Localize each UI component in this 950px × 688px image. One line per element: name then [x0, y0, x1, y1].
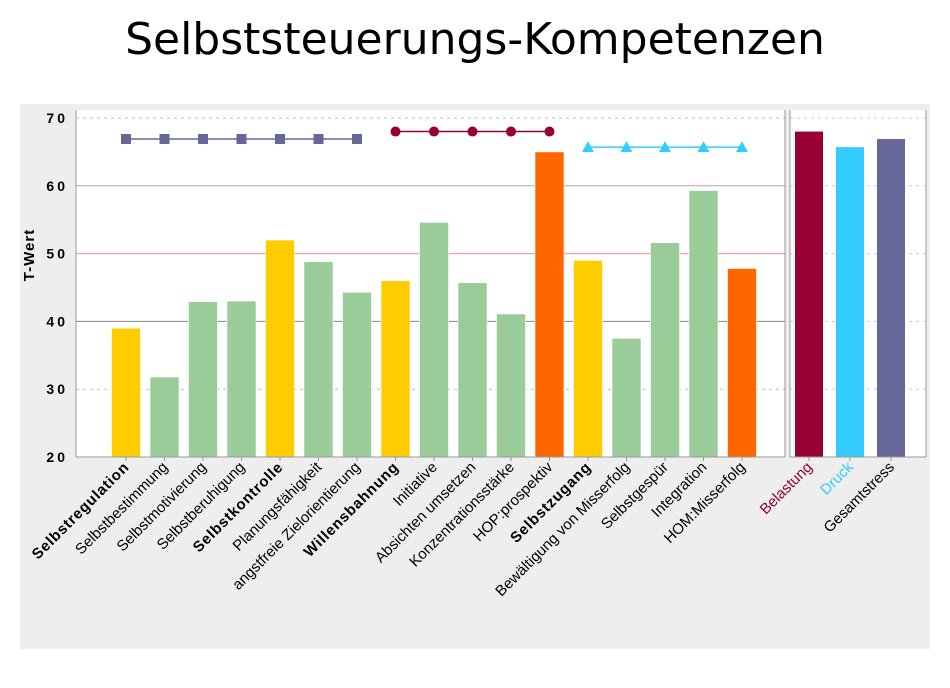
- square-marker: [198, 134, 208, 145]
- y-tick-label: 60: [46, 178, 68, 194]
- circle-marker: [467, 126, 478, 137]
- triangle-marker: [697, 141, 710, 153]
- bar-initiative: [419, 222, 449, 458]
- reference-series-triangle: [582, 141, 748, 153]
- bar-selbstregulation: [111, 327, 141, 458]
- bar-gesamtstress: [877, 139, 905, 457]
- bar-konzentrationsst-rke: [496, 313, 526, 458]
- triangle-marker: [582, 141, 594, 153]
- bar-willensbahnung: [380, 280, 411, 458]
- bar-selbstkontrolle: [265, 239, 295, 458]
- bar-angstfreie-zielorientierung: [342, 291, 372, 458]
- y-tick-label: 70: [46, 110, 68, 126]
- square-marker: [121, 134, 131, 145]
- circle-marker: [390, 126, 401, 137]
- bar-selbstgesp-r: [650, 242, 680, 458]
- square-marker: [275, 134, 285, 145]
- bar-selbstmotivierung: [188, 301, 218, 458]
- square-marker: [236, 134, 247, 145]
- y-tick-label: 20: [46, 449, 68, 465]
- bar-selbstberuhigung: [226, 300, 257, 458]
- bar-selbstzugang: [573, 260, 603, 458]
- square-marker: [352, 134, 362, 145]
- y-axis-label: T-Wert: [21, 229, 38, 281]
- circle-marker: [506, 126, 516, 137]
- bar-belastung: [795, 131, 823, 457]
- triangle-marker: [659, 141, 671, 153]
- bar-druck: [836, 147, 864, 458]
- bar-selbstbestimmung: [149, 376, 180, 458]
- bar-hom-misserfolg: [727, 268, 757, 458]
- circle-marker: [544, 126, 555, 137]
- reference-series-square: [121, 134, 362, 145]
- y-tick-label: 40: [46, 313, 68, 329]
- reference-series-circle: [390, 126, 555, 137]
- square-marker: [159, 134, 170, 145]
- triangle-marker: [620, 141, 633, 153]
- bar-bew-ltigung-von-misserfolg: [611, 338, 642, 458]
- bar-hop-prospektiv: [534, 151, 565, 458]
- bar-absichten-umsetzen: [457, 282, 488, 458]
- square-marker: [313, 134, 324, 145]
- bar-integration: [688, 190, 719, 458]
- triangle-marker: [736, 141, 748, 153]
- page-title: Selbststeuerungs-Kompetenzen: [125, 14, 825, 65]
- y-tick-label: 50: [46, 246, 68, 262]
- bar-planungsf-higkeit: [303, 261, 334, 458]
- y-tick-label: 30: [46, 381, 68, 397]
- circle-marker: [429, 126, 439, 137]
